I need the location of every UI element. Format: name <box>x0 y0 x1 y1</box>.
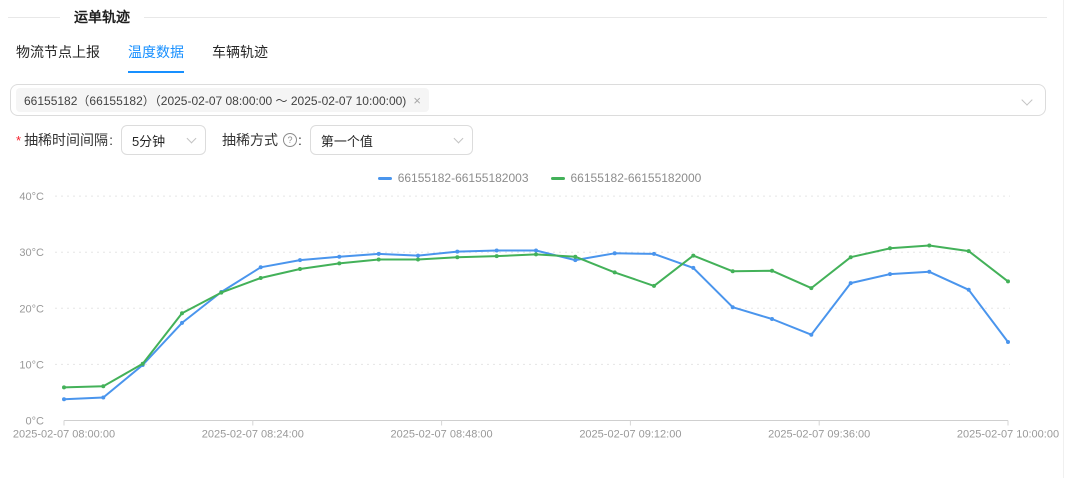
method-select[interactable]: 第一个值 <box>309 125 473 155</box>
interval-select-value: 5分钟 <box>131 133 166 149</box>
method-label: 抽稀方式 <box>221 132 278 148</box>
interval-label: 抽稀时间间隔 <box>24 132 109 148</box>
chevron-down-icon <box>186 133 197 144</box>
tab-logistics-nodes[interactable]: 物流节点上报 <box>16 44 100 60</box>
legend-line-icon <box>550 176 565 180</box>
legend-label: 66155182-66155182003 <box>397 171 529 185</box>
tab-temperature-data[interactable]: 温度数据 <box>128 42 184 73</box>
svg-text:2025-02-07 08:24:00: 2025-02-07 08:24:00 <box>202 429 304 441</box>
svg-text:0°C: 0°C <box>26 416 45 428</box>
method-select-value: 第一个值 <box>320 133 373 149</box>
chevron-down-icon <box>1021 94 1033 106</box>
interval-select[interactable]: 5分钟 <box>120 125 206 155</box>
method-colon: : <box>297 132 302 148</box>
tag-close-icon[interactable]: × <box>413 92 421 108</box>
svg-text:2025-02-07 09:36:00: 2025-02-07 09:36:00 <box>768 429 870 441</box>
filter-row: * 抽稀时间间隔 : 5分钟 抽稀方式 ? : 第一个值 <box>16 125 473 155</box>
legend-item-series-1[interactable]: 66155182-66155182000 <box>550 171 702 185</box>
tab-bar: 物流节点上报 温度数据 车辆轨迹 <box>16 42 268 73</box>
chart-legend: 66155182-66155182003 66155182-6615518200… <box>0 171 1079 185</box>
chevron-down-icon <box>453 133 464 144</box>
svg-text:2025-02-07 08:00:00: 2025-02-07 08:00:00 <box>13 429 115 441</box>
waybill-tag-label: 66155182（66155182）（2025-02-07 08:00:00 ～… <box>24 93 407 108</box>
temperature-chart: 66155182-66155182003 66155182-6615518200… <box>0 160 1079 465</box>
page-title: 运单轨迹 <box>74 9 130 25</box>
svg-text:20°C: 20°C <box>19 303 44 315</box>
svg-text:2025-02-07 10:00:00: 2025-02-07 10:00:00 <box>957 429 1059 441</box>
legend-line-icon <box>377 176 392 180</box>
svg-text:2025-02-07 09:12:00: 2025-02-07 09:12:00 <box>579 429 681 441</box>
section-header: 运单轨迹 <box>8 9 1047 25</box>
tab-vehicle-trajectory[interactable]: 车辆轨迹 <box>212 44 268 60</box>
svg-text:40°C: 40°C <box>19 191 44 203</box>
svg-text:30°C: 30°C <box>19 247 44 259</box>
info-circle-icon[interactable]: ? <box>282 133 297 147</box>
line-chart-canvas: 0°C 10°C 20°C 30°C 40°C 2025-02-07 08:00:00 20… <box>13 191 1059 441</box>
required-asterisk: * <box>16 132 22 148</box>
waybill-select[interactable]: 66155182（66155182）（2025-02-07 08:00:00 ～… <box>10 84 1046 116</box>
panel-right-border <box>1063 0 1064 478</box>
divider-line-right <box>144 16 1047 18</box>
svg-text:10°C: 10°C <box>19 359 44 371</box>
legend-label: 66155182-66155182000 <box>570 171 702 185</box>
waybill-tag: 66155182（66155182）（2025-02-07 08:00:00 ～… <box>16 88 429 112</box>
interval-colon: : <box>109 132 113 148</box>
legend-item-series-0[interactable]: 66155182-66155182003 <box>377 171 529 185</box>
divider-line-left <box>8 16 60 18</box>
svg-text:2025-02-07 08:48:00: 2025-02-07 08:48:00 <box>391 429 493 441</box>
